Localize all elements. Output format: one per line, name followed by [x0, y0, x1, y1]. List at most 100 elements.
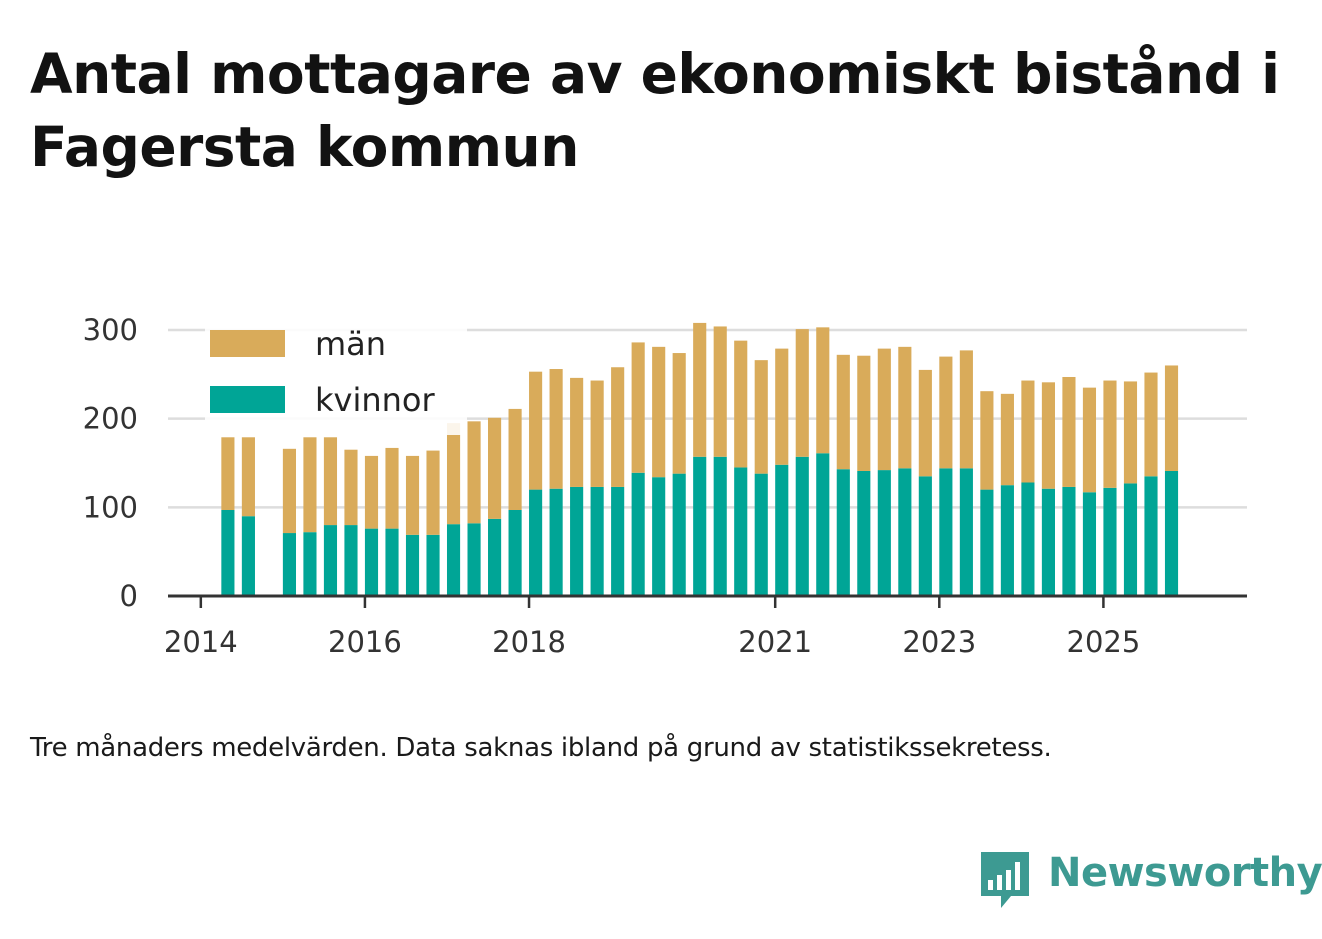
bar-man-37 — [1000, 393, 1014, 486]
bar-kvinnor-35 — [959, 468, 973, 596]
bar-man-0 — [221, 437, 235, 510]
bar-kvinnor-13 — [508, 509, 522, 596]
bar-kvinnor-21 — [672, 473, 686, 596]
bar-kvinnor-12 — [488, 518, 502, 596]
bar-man-27 — [795, 329, 809, 457]
bar-kvinnor-20 — [652, 477, 666, 596]
bar-man-12 — [488, 417, 502, 519]
y-axis-labels: 0 100 200 300 — [83, 313, 138, 613]
bar-man-1 — [241, 437, 255, 517]
bar-kvinnor-0 — [221, 509, 235, 596]
bar-kvinnor-31 — [877, 470, 891, 596]
bar-man-24 — [734, 340, 748, 468]
bar-man-23 — [713, 326, 727, 457]
bar-man-29 — [836, 354, 850, 470]
bar-kvinnor-22 — [693, 456, 707, 596]
bar-kvinnor-24 — [734, 467, 748, 596]
bar-man-16 — [570, 377, 584, 487]
x-tick-label-2023: 2023 — [902, 625, 976, 659]
legend: män kvinnor — [205, 325, 467, 435]
bar-man-3 — [303, 437, 317, 533]
bar-kvinnor-30 — [857, 470, 871, 596]
bar-kvinnor-45 — [1164, 470, 1179, 596]
bar-kvinnor-2 — [282, 533, 297, 596]
x-tick-label-2018: 2018 — [492, 625, 566, 659]
bar-kvinnor-18 — [611, 486, 625, 596]
bar-chart-speech-bubble-icon — [981, 852, 1029, 908]
bar-man-13 — [508, 408, 522, 510]
x-axis-labels: 2014 2016 2018 2021 2023 2025 — [164, 625, 1140, 659]
bar-man-2 — [282, 448, 297, 534]
bar-kvinnor-10 — [446, 524, 461, 596]
x-tick-label-2021: 2021 — [738, 625, 812, 659]
bar-man-32 — [898, 346, 912, 469]
y-tick-label-200: 200 — [83, 402, 138, 436]
bars — [221, 322, 1179, 596]
y-tick-label-100: 100 — [83, 490, 138, 524]
bar-man-36 — [980, 391, 994, 490]
legend-label-men: män — [315, 325, 386, 363]
legend-swatch-men — [210, 330, 285, 357]
bar-kvinnor-36 — [980, 489, 994, 596]
bar-kvinnor-14 — [529, 489, 543, 596]
bar-man-6 — [364, 455, 379, 529]
bar-kvinnor-16 — [570, 486, 584, 596]
bar-kvinnor-17 — [590, 486, 604, 596]
bar-man-7 — [385, 447, 399, 529]
bar-kvinnor-37 — [1000, 485, 1014, 596]
bar-kvinnor-25 — [754, 473, 768, 596]
bar-man-39 — [1041, 382, 1055, 489]
bar-man-41 — [1082, 387, 1097, 493]
bar-man-21 — [672, 353, 686, 474]
y-tick-label-0: 0 — [120, 579, 138, 613]
bar-man-14 — [529, 371, 543, 490]
bar-kvinnor-3 — [303, 532, 317, 596]
x-tick-label-2014: 2014 — [164, 625, 238, 659]
bar-kvinnor-4 — [323, 525, 338, 596]
bar-man-35 — [959, 350, 973, 469]
bar-kvinnor-42 — [1103, 487, 1117, 596]
legend-swatch-women — [210, 386, 285, 413]
bar-man-10 — [446, 423, 461, 525]
bar-man-44 — [1144, 372, 1158, 477]
bar-man-20 — [652, 346, 666, 478]
bar-man-19 — [631, 342, 645, 473]
bar-man-34 — [939, 356, 953, 469]
bar-man-40 — [1062, 376, 1076, 487]
bar-man-33 — [918, 369, 932, 477]
x-tick-label-2025: 2025 — [1067, 625, 1141, 659]
bar-man-42 — [1103, 380, 1117, 488]
bar-kvinnor-5 — [344, 525, 358, 596]
bar-kvinnor-43 — [1123, 483, 1138, 596]
bar-kvinnor-8 — [405, 534, 420, 596]
bar-kvinnor-23 — [713, 456, 727, 596]
bar-kvinnor-27 — [795, 456, 809, 596]
bar-kvinnor-40 — [1062, 486, 1076, 596]
bar-man-8 — [405, 455, 420, 535]
bar-man-18 — [611, 367, 625, 487]
x-axis — [168, 594, 1247, 608]
bar-kvinnor-34 — [939, 468, 953, 596]
brand-name: Newsworthy — [1048, 850, 1322, 896]
bar-man-5 — [344, 449, 358, 526]
page-title: Antal mottagare av ekonomiskt bistånd i … — [30, 42, 1280, 179]
footnote: Tre månaders medelvärden. Data saknas ib… — [30, 733, 1052, 763]
bar-man-26 — [775, 348, 789, 465]
bar-kvinnor-7 — [385, 528, 399, 596]
bar-man-17 — [590, 380, 604, 487]
y-tick-label-300: 300 — [83, 313, 138, 347]
bar-man-30 — [857, 355, 871, 471]
bar-man-28 — [816, 327, 830, 454]
bar-kvinnor-26 — [775, 464, 789, 596]
legend-label-women: kvinnor — [315, 381, 436, 419]
bar-kvinnor-9 — [426, 534, 440, 596]
bar-kvinnor-19 — [631, 472, 645, 596]
bar-man-31 — [877, 348, 891, 471]
bar-kvinnor-38 — [1021, 482, 1035, 596]
bar-kvinnor-33 — [918, 476, 932, 596]
bar-man-15 — [549, 369, 563, 489]
stacked-bar-chart: 0 100 200 300 2014 2016 2018 2021 2023 2025 män … — [83, 313, 1247, 659]
bar-man-43 — [1123, 381, 1138, 484]
bar-man-25 — [754, 360, 768, 474]
bar-kvinnor-29 — [836, 469, 850, 596]
